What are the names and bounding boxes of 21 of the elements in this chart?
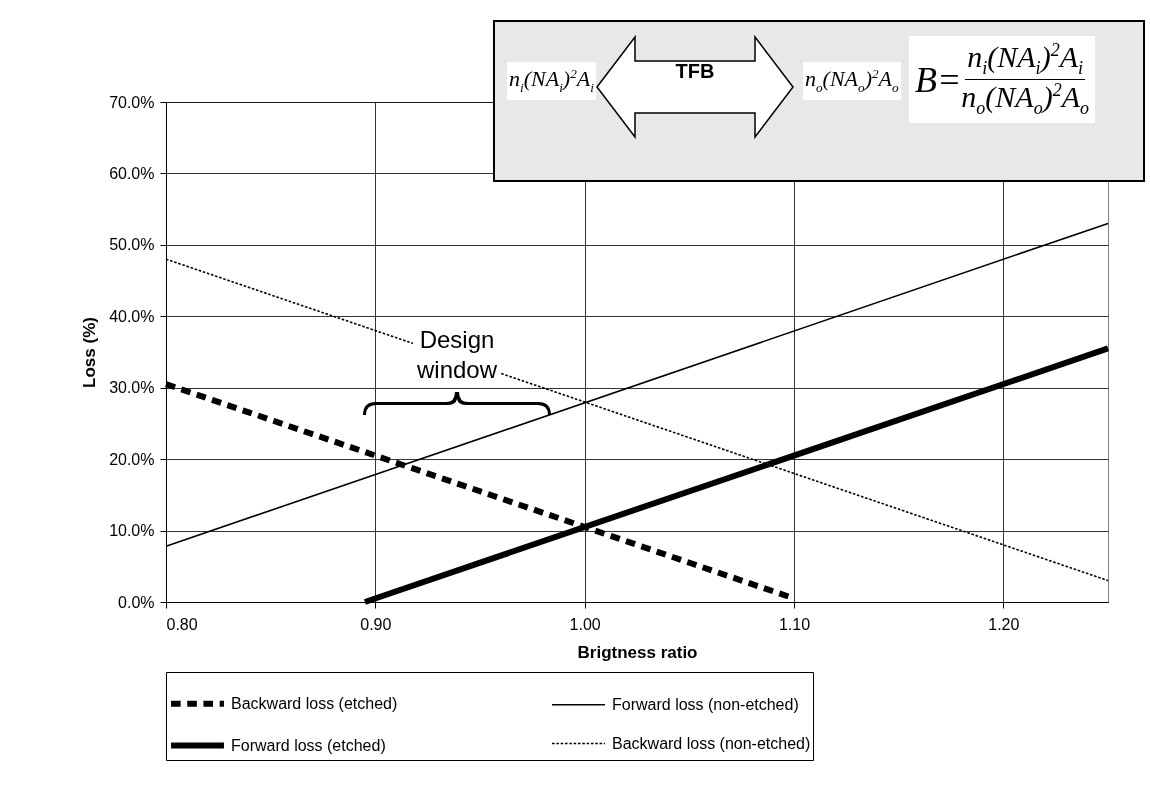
legend-label: Backward loss (etched)	[231, 694, 398, 712]
legend-label: Backward loss (non-etched)	[612, 734, 811, 752]
x-tick-label: 1.20	[988, 615, 1020, 633]
legend-label: Forward loss (non-etched)	[612, 695, 799, 713]
x-axis-title: Brigtness ratio	[577, 642, 698, 662]
y-tick-label: 0.0%	[118, 593, 155, 611]
x-tick-label: 1.10	[778, 615, 811, 633]
y-tick-label: 20.0%	[109, 450, 155, 468]
y-tick-label: 40.0%	[109, 307, 155, 325]
y-tick-label: 10.0%	[109, 522, 155, 540]
y-axis-title: Loss (%)	[80, 317, 100, 388]
x-tick-label: 0.90	[360, 615, 392, 633]
y-tick-label: 60.0%	[109, 164, 155, 182]
legend-label: Forward loss (etched)	[231, 736, 386, 754]
x-tick-label: 1.00	[569, 615, 601, 633]
y-tick-label: 50.0%	[109, 236, 155, 254]
y-tick-label: 30.0%	[109, 379, 155, 397]
y-tick-label: 70.0%	[109, 93, 155, 111]
annotation: n$_{o}$(NA$_{o}$)$^{2}$A$_{o}$	[961, 80, 1089, 119]
x-tick-label: 0.80	[166, 615, 198, 633]
annotation: Design window	[413, 325, 502, 385]
